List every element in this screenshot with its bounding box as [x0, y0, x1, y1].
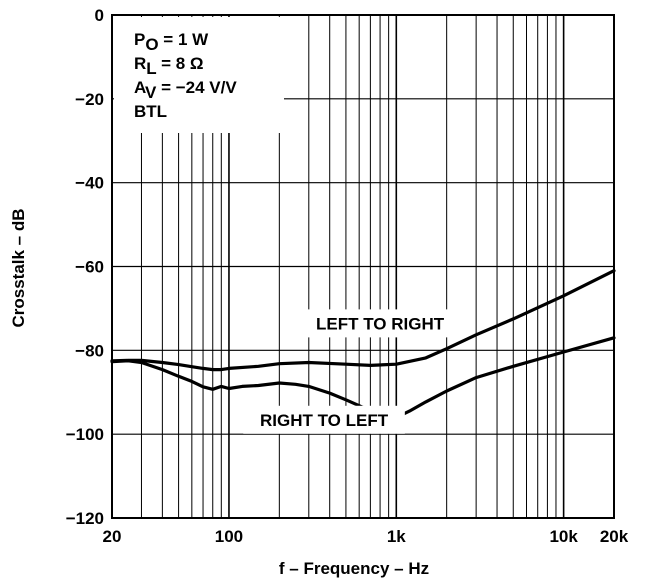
series-line-left-to-right	[110, 269, 616, 372]
y-tick-label: −40	[75, 174, 104, 193]
y-tick-label: −100	[66, 425, 104, 444]
tick-labels: 20 100 1k 10k 20k 0 −20 −40 −60 −80 −100 −120	[66, 6, 629, 546]
condition-line: AV = −24 V/V	[134, 78, 237, 102]
condition-line: PO = 1 W	[134, 30, 209, 54]
condition-line: RL = 8 Ω	[134, 54, 204, 78]
y-tick-label: −120	[66, 509, 104, 528]
x-tick-label: 20	[103, 527, 122, 546]
x-tick-label: 10k	[549, 527, 578, 546]
condition-line: BTL	[134, 102, 167, 121]
x-axis-label: f – Frequency – Hz	[279, 559, 429, 578]
plot-frame	[111, 14, 615, 519]
series-label-right-to-left: RIGHT TO LEFT	[260, 411, 389, 430]
conditions-background	[114, 17, 284, 133]
series-label-left-to-right: LEFT TO RIGHT	[316, 314, 445, 333]
x-tick-label: 1k	[387, 527, 406, 546]
plot-border	[111, 14, 615, 519]
y-tick-label: −20	[75, 90, 104, 109]
y-axis-label: Crosstalk – dB	[9, 208, 28, 327]
y-tick-label: −80	[75, 341, 104, 360]
x-tick-label: 20k	[600, 527, 629, 546]
data-curves	[110, 269, 616, 419]
annotation-labels: LEFT TO RIGHT RIGHT TO LEFT	[260, 314, 445, 429]
annotation-background	[243, 405, 405, 434]
annotation-background	[299, 309, 461, 338]
y-tick-label: 0	[95, 6, 104, 25]
annotation-label-backgrounds	[243, 309, 461, 434]
y-tick-label: −60	[75, 258, 104, 277]
series-line-right-to-left	[110, 336, 616, 419]
x-tick-label: 100	[215, 527, 243, 546]
